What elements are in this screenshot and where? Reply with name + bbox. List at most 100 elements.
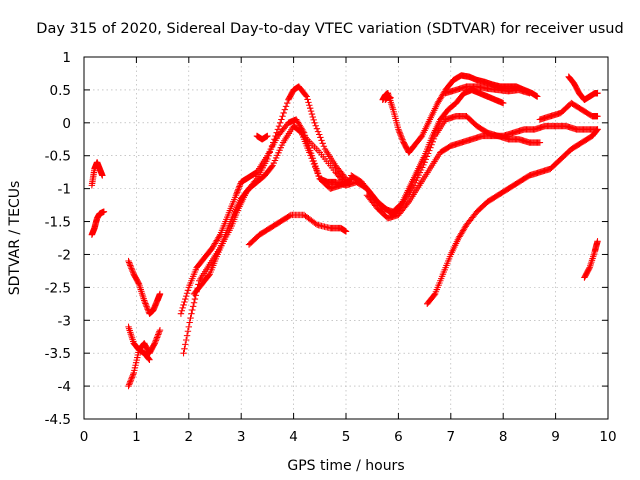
data-point	[181, 298, 188, 306]
y-axis-title: SDTVAR / TECUs	[7, 181, 23, 296]
data-point	[141, 298, 149, 306]
series-arc-d	[125, 326, 164, 390]
data-point	[302, 92, 310, 99]
data-point	[184, 287, 192, 294]
data-point	[152, 338, 159, 346]
data-point	[428, 141, 435, 148]
data-point	[309, 158, 317, 165]
data-point	[205, 272, 213, 279]
data-point	[430, 135, 438, 143]
data-point	[125, 257, 132, 265]
data-point	[189, 306, 196, 314]
data-point	[594, 238, 601, 245]
data-point	[144, 306, 151, 313]
y-tick-label: 0.5	[50, 83, 71, 99]
series-arc-o	[382, 93, 394, 103]
x-tick-label: 3	[237, 429, 246, 445]
y-tick-label: -4	[58, 379, 71, 395]
data-point	[145, 355, 153, 363]
data-point	[593, 126, 601, 134]
data-point	[128, 266, 136, 274]
x-tick-label: 4	[289, 429, 298, 445]
data-point	[189, 303, 197, 310]
data-point	[145, 355, 152, 362]
data-point	[594, 126, 601, 133]
data-point	[594, 90, 601, 97]
y-tick-labels: -4.5 -4 -3.5 -3 -2.5 -2 -1.5 -1 -0.5 0 0.5 1	[45, 50, 71, 428]
x-tick-label: 8	[499, 429, 508, 445]
data-point	[308, 110, 316, 118]
data-point	[185, 323, 192, 331]
data-point	[319, 140, 326, 147]
data-point	[342, 228, 350, 235]
data-point	[156, 290, 164, 298]
data-point	[534, 93, 541, 100]
data-point	[265, 152, 272, 159]
data-point	[184, 328, 192, 335]
data-point	[235, 184, 243, 192]
data-point	[152, 337, 160, 344]
data-point	[264, 155, 271, 163]
data-point	[304, 96, 311, 103]
y-tick-label: -3	[58, 313, 71, 329]
data-point	[585, 265, 593, 272]
data-point	[128, 375, 135, 382]
data-point	[154, 332, 161, 340]
data-point	[153, 335, 160, 343]
data-point	[395, 126, 402, 133]
data-point	[127, 377, 135, 384]
data-point	[178, 307, 186, 314]
data-point	[153, 334, 161, 341]
data-point	[235, 186, 242, 193]
data-point	[346, 176, 354, 183]
data-point	[398, 133, 405, 140]
x-tick-label: 2	[185, 429, 194, 445]
data-point	[182, 336, 190, 344]
data-point	[314, 128, 322, 135]
data-point	[307, 152, 314, 159]
data-point	[99, 172, 106, 179]
data-point	[421, 159, 428, 166]
data-point	[426, 147, 433, 154]
data-point	[308, 155, 315, 162]
data-point	[306, 104, 314, 112]
y-tick-label: -2	[58, 247, 71, 263]
data-point	[281, 106, 289, 113]
data-point	[399, 136, 406, 143]
data-point	[129, 268, 136, 275]
data-point	[233, 190, 240, 197]
data-point	[398, 134, 406, 142]
x-axis-title: GPS time / hours	[287, 458, 404, 474]
data-point	[128, 374, 136, 381]
data-point	[404, 200, 411, 207]
data-point	[313, 125, 321, 132]
data-point	[309, 113, 317, 121]
x-tick-label: 7	[447, 429, 456, 445]
data-point	[127, 262, 134, 269]
data-point	[314, 169, 321, 177]
data-point	[128, 265, 135, 272]
data-point	[267, 145, 275, 153]
data-point	[151, 340, 158, 347]
data-point	[100, 208, 108, 215]
series-arc-m	[363, 122, 601, 222]
data-point	[232, 192, 240, 199]
data-point	[279, 113, 286, 120]
data-point	[182, 341, 189, 348]
data-point	[311, 163, 319, 171]
data-point	[187, 314, 194, 322]
data-point	[397, 132, 404, 139]
data-point	[341, 174, 349, 181]
data-marks	[88, 72, 601, 390]
data-point	[129, 371, 137, 378]
x-tick-label: 9	[551, 429, 560, 445]
data-point	[312, 122, 319, 129]
data-point	[236, 183, 243, 190]
series-arc-n	[379, 72, 541, 156]
data-point	[318, 137, 325, 144]
data-point	[186, 319, 193, 326]
data-point	[127, 378, 134, 385]
data-point	[126, 379, 133, 387]
x-tick-label: 1	[132, 429, 141, 445]
